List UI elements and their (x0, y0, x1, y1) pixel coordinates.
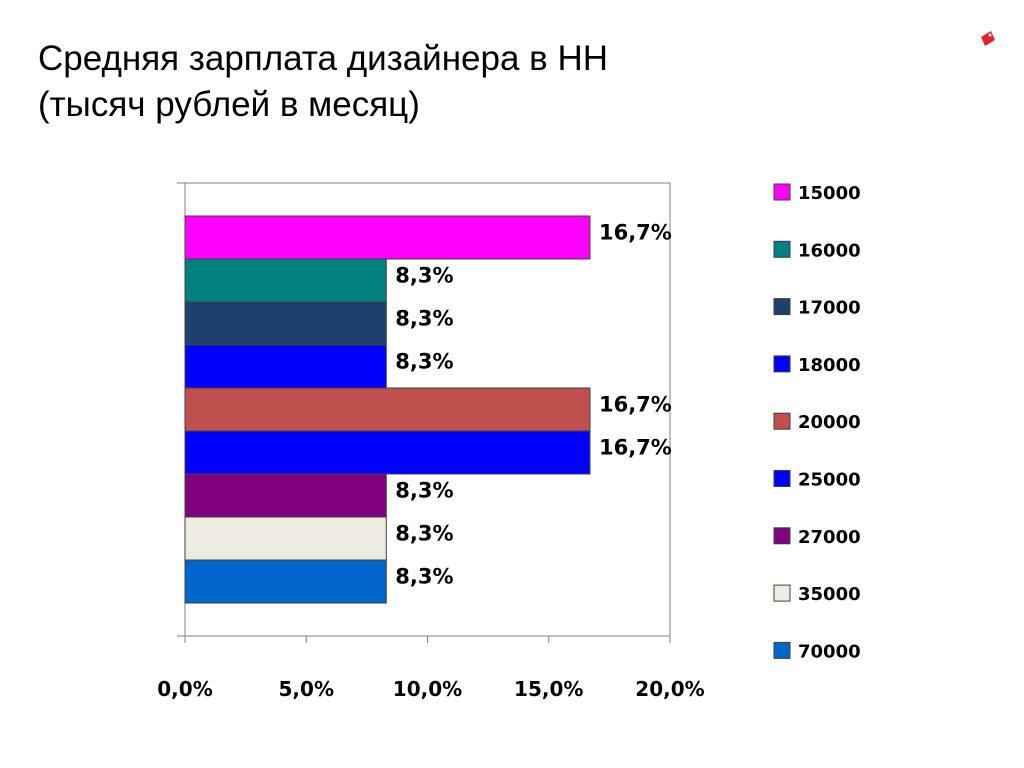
legend-swatch-20000 (773, 412, 791, 430)
bar-35000 (184, 516, 387, 561)
data-label-15000: 16,7% (599, 221, 672, 245)
legend-swatch-35000 (773, 584, 791, 602)
legend-label-18000: 18000 (798, 355, 861, 376)
bar-16000 (184, 258, 387, 303)
x-tick-label: 0,0% (157, 677, 212, 701)
x-axis: 0,0% 5,0% 10,0% 15,0% 20,0% (157, 182, 705, 701)
bar-25000 (184, 430, 591, 475)
bar-18000 (184, 344, 387, 389)
data-label-16000: 8,3% (395, 264, 453, 288)
legend-label-25000: 25000 (798, 470, 861, 491)
data-label-35000: 8,3% (395, 522, 453, 546)
slide-title: Средняя зарплата дизайнера в НН (тысяч р… (38, 36, 938, 128)
legend-label-20000: 20000 (798, 412, 861, 433)
red-tag-icon (981, 31, 995, 46)
legend-swatch-25000 (773, 470, 791, 487)
data-label-18000: 8,3% (395, 350, 453, 374)
legend-label-70000: 70000 (798, 641, 861, 662)
legend-swatch-70000 (773, 641, 791, 659)
data-label-25000: 16,7% (599, 436, 672, 460)
legend-swatch-16000 (773, 240, 791, 258)
data-label-17000: 8,3% (395, 307, 453, 331)
data-label-20000: 16,7% (599, 393, 672, 417)
bar-27000 (184, 473, 387, 518)
legend: 15000 16000 17000 18000 20000 25000 27000 35000… (773, 183, 861, 662)
bars-group (184, 215, 591, 604)
legend-swatch-27000 (773, 527, 791, 545)
data-label-70000: 8,3% (395, 565, 453, 589)
x-tick-label: 20,0% (635, 677, 704, 701)
x-tick-label: 5,0% (279, 677, 334, 701)
bar-17000 (184, 301, 387, 346)
title-line-2: (тысяч рублей в месяц) (38, 85, 420, 124)
x-tick-label: 15,0% (514, 677, 583, 701)
legend-label-35000: 35000 (798, 584, 861, 605)
bar-15000 (184, 215, 591, 260)
title-line-1: Средняя зарплата дизайнера в НН (38, 39, 609, 78)
data-labels-group: 16,7% 8,3% 8,3% 8,3% 16,7% 16,7% 8,3% 8,3% 8,3% (395, 221, 672, 589)
legend-label-16000: 16000 (798, 240, 861, 261)
bar-20000 (184, 387, 591, 432)
legend-swatch-17000 (773, 298, 791, 316)
bar-70000 (184, 559, 387, 604)
x-tick-label: 10,0% (393, 677, 462, 701)
legend-label-27000: 27000 (798, 527, 861, 548)
data-label-27000: 8,3% (395, 479, 453, 503)
legend-swatch-15000 (773, 183, 791, 201)
legend-swatch-18000 (773, 355, 791, 373)
legend-label-15000: 15000 (798, 183, 861, 204)
legend-label-17000: 17000 (798, 298, 861, 319)
